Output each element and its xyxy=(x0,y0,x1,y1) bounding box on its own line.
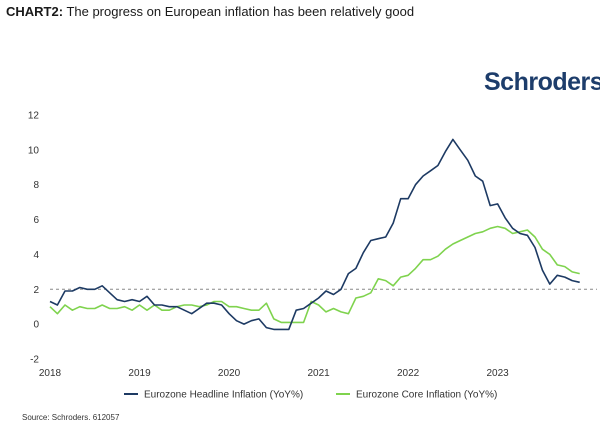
chart-title: CHART2: The progress on European inflati… xyxy=(6,4,414,19)
y-tick-label: 8 xyxy=(33,180,39,191)
legend-label: Eurozone Headline Inflation (YoY%) xyxy=(144,390,303,401)
x-tick-label: 2020 xyxy=(218,368,241,379)
series-layer xyxy=(49,138,580,331)
brand-logo: Schroders xyxy=(484,68,600,96)
x-tick-label: 2022 xyxy=(397,368,420,379)
x-tick-label: 2019 xyxy=(128,368,151,379)
y-tick-label: 10 xyxy=(28,145,40,156)
y-tick-label: 2 xyxy=(33,285,39,296)
x-tick-label: 2023 xyxy=(487,368,510,379)
legend-label: Eurozone Core Inflation (YoY%) xyxy=(356,390,497,401)
x-tick-label: 2018 xyxy=(39,368,62,379)
y-tick-label: 6 xyxy=(33,215,39,226)
series-line-core xyxy=(49,225,580,324)
source-note: Source: Schroders. 612057 xyxy=(22,413,120,422)
x-axis-ticks: 2018 2019 2020 2021 2022 2023 xyxy=(39,368,509,379)
y-tick-label: -2 xyxy=(30,355,39,366)
x-tick-label: 2021 xyxy=(307,368,330,379)
series-line-headline xyxy=(49,138,580,331)
chart-tag: CHART2: xyxy=(6,4,64,19)
y-tick-label: 0 xyxy=(33,320,39,331)
legend: Eurozone Headline Inflation (YoY%) Eurozo… xyxy=(124,390,497,401)
y-axis-ticks: -2 0 2 4 6 8 10 12 xyxy=(28,111,40,366)
y-tick-label: 4 xyxy=(33,250,39,261)
y-tick-label: 12 xyxy=(28,111,40,122)
chart-title-text: The progress on European inflation has b… xyxy=(63,4,415,19)
